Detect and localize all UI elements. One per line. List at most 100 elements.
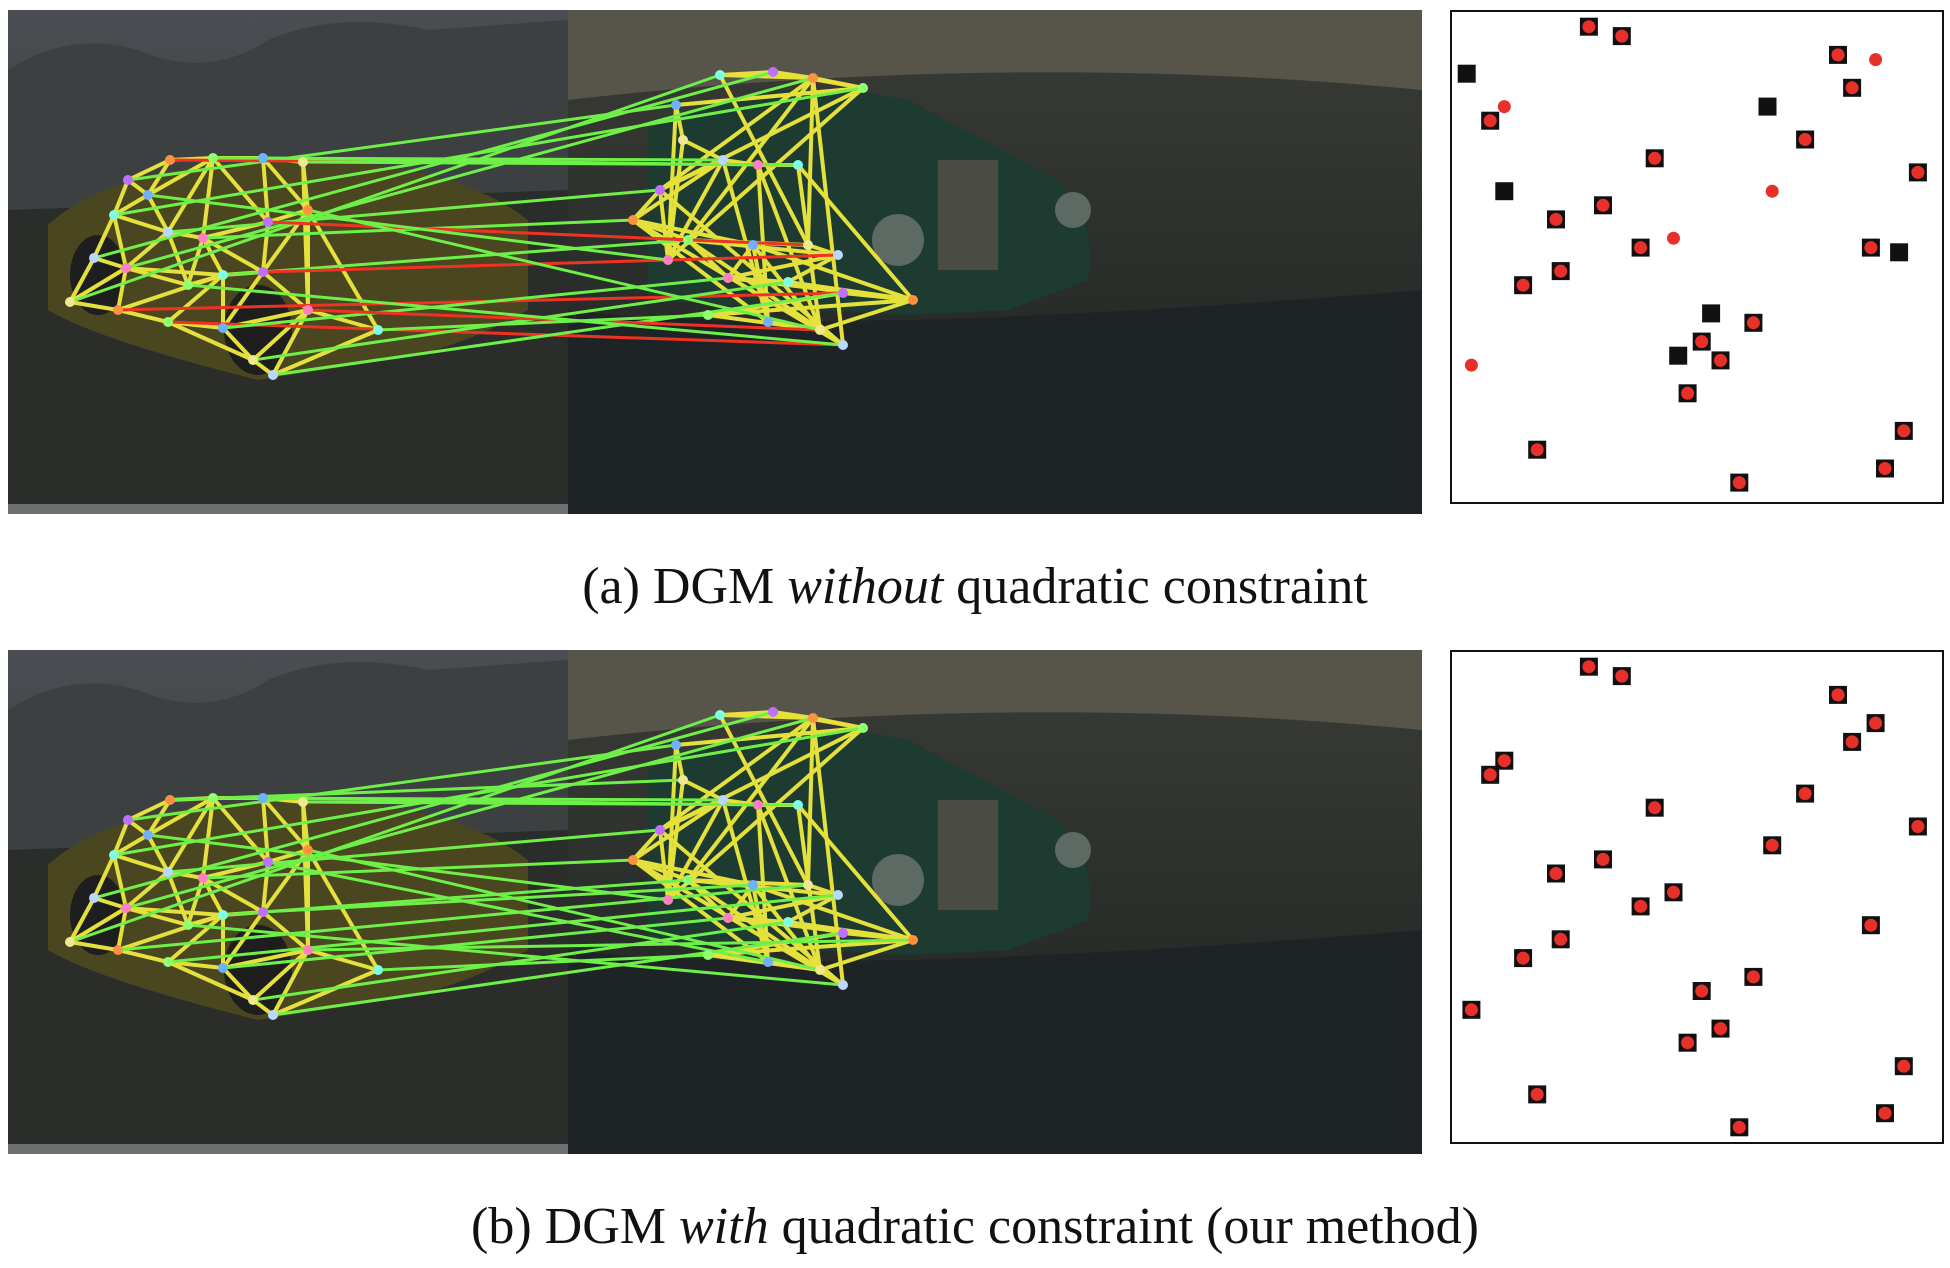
keypoint [303,845,313,855]
graph-edge [756,164,822,331]
correct-match-line [187,283,844,347]
keypoint [268,370,278,380]
correct-match-line [302,800,799,807]
graph-edge [301,801,310,951]
caption-emphasis: with [678,1198,769,1255]
predicted-match-dot [1648,151,1662,165]
graph-edge [666,86,865,262]
keypoint [908,935,918,945]
graph-edge [113,213,169,234]
keypoint [628,215,638,225]
graph-edge [666,159,725,261]
keypoint [763,317,773,327]
predicted-match-dot [1869,53,1883,67]
keypoint [793,160,803,170]
predicted-match-dot [1798,133,1812,146]
graph-edge [796,163,915,302]
keypoint [678,775,688,785]
keypoint [783,277,793,287]
predicted-match-dot [1497,100,1511,114]
correct-match-line [147,833,669,902]
keypoint [218,910,228,920]
keypoint [113,305,123,315]
keypoint [908,295,918,305]
caption-label: (b) [471,1198,532,1255]
keypoint [143,190,153,200]
keypoint [109,210,119,220]
keypoint [298,157,308,167]
graph-edge [631,858,770,964]
graph-edge [682,138,724,162]
predicted-match-dot [1634,241,1648,255]
caption-emphasis: without [787,558,944,615]
predicted-match-dot [1765,184,1779,198]
graph-edge [221,910,265,970]
keypoint [183,920,193,930]
predicted-match-dot [1869,716,1883,730]
graph-edge [727,893,839,920]
keypoint [143,830,153,840]
graph-edge [751,243,822,332]
green-car-headlight [1055,832,1091,868]
keypoint [248,355,258,365]
keypoint [258,267,268,277]
keypoint [793,800,803,810]
correct-match-line [272,931,844,1017]
graph-edge [166,913,225,964]
keypoint [218,270,228,280]
predicted-match-dot [1549,212,1563,226]
graph-edge [146,798,172,837]
keypoint [121,903,131,913]
graph-edge [686,716,815,882]
graph-edge [69,300,119,312]
graph-edge [631,158,725,222]
predicted-match-dot [1681,1036,1695,1050]
graph-edge [267,848,309,864]
predicted-match-dot [1695,335,1709,349]
keypoint [753,800,763,810]
graph-edge [146,194,170,233]
keypoint [198,233,208,243]
keypoint [763,957,773,967]
keypoint [198,873,208,883]
predicted-match-dot [1667,885,1680,899]
predicted-match-dot [1582,20,1596,34]
graph-edge [307,948,379,972]
correct-match-line [187,923,844,987]
graph-edge [92,854,116,899]
predicted-match-dot [1911,165,1925,179]
correct-match-line [252,920,789,1002]
left-photo-border [8,1144,568,1154]
graph-edge [796,803,915,942]
correct-match-line [272,291,844,377]
graph-edge [675,86,864,107]
predicted-match-dot [1798,787,1812,801]
matrix-canvas-b [1462,657,1927,1137]
predicted-match-dot [1648,801,1662,815]
correct-match-line [167,893,839,964]
keypoint [655,825,665,835]
graph-edge [261,910,310,952]
graph-edge [147,156,214,197]
predicted-match-dot [1864,918,1878,932]
keypoint [258,907,268,917]
keypoint [165,795,175,805]
correct-match-line [113,726,864,857]
keypoint [628,855,638,865]
predicted-match-dot [1596,852,1610,866]
predicted-match-dot [1582,660,1596,674]
graph-edge [752,883,914,942]
matching-visualization-b [8,650,1422,1154]
keypoint [113,945,123,955]
graph-edge [116,267,128,311]
graph-edge [686,76,815,242]
predicted-match-dot [1831,688,1845,702]
keypoint [263,217,273,227]
keypoint [163,867,173,877]
graph-edge [186,877,205,926]
keypoint [89,253,99,263]
graph-edge [68,897,96,943]
graph-edge [125,266,189,287]
keypoint [833,250,843,260]
keypoint [768,707,778,717]
